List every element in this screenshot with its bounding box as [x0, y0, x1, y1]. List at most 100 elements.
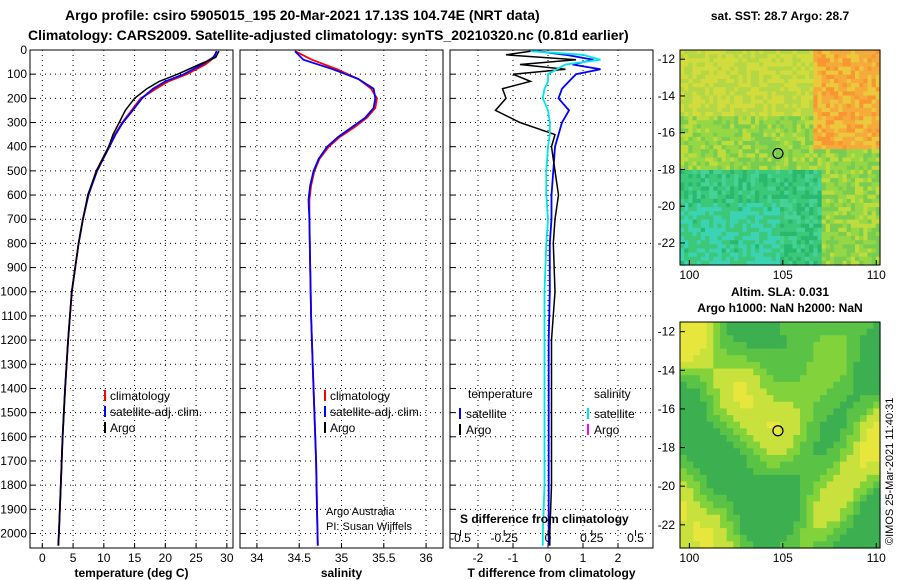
map-cell	[771, 198, 777, 204]
map-cell	[813, 541, 821, 549]
map-cell	[684, 107, 689, 113]
map-cell	[767, 140, 773, 146]
x-tick-label: 5	[70, 551, 77, 565]
map-cell	[820, 428, 828, 436]
map-cell	[820, 322, 828, 330]
map-cell	[717, 99, 723, 105]
map-cell	[680, 514, 688, 523]
map-cell	[784, 70, 789, 76]
map-cell	[805, 169, 810, 175]
map-cell	[680, 368, 688, 376]
legend-label: Argo	[330, 421, 356, 435]
map-cell	[746, 132, 752, 138]
map-cell	[709, 66, 714, 72]
map-cell	[846, 468, 854, 476]
map-cell	[705, 58, 710, 63]
map-cell	[780, 50, 785, 55]
map-cell	[709, 161, 714, 167]
map-cell	[740, 368, 748, 376]
map-cell	[713, 348, 721, 356]
map-cell	[850, 211, 856, 216]
map-cell	[788, 50, 794, 55]
map-cell	[867, 169, 873, 175]
map-cell	[686, 415, 694, 423]
map-cell	[796, 157, 802, 163]
map-cell	[817, 240, 823, 245]
map-cell	[730, 145, 735, 150]
map-cell	[730, 231, 735, 237]
map-cell	[730, 207, 735, 212]
map-cell	[740, 474, 748, 483]
map-cell	[746, 99, 752, 105]
map-cell	[805, 194, 810, 200]
map-cell	[680, 501, 688, 509]
map-cell	[846, 103, 852, 109]
map-cell	[838, 215, 844, 221]
map-cell	[786, 541, 794, 549]
map-cell	[706, 355, 714, 363]
map-cell	[700, 211, 706, 216]
map-cell	[805, 174, 810, 179]
map-cell	[809, 236, 814, 241]
map-cell	[800, 169, 806, 175]
map-cell	[784, 83, 789, 88]
map-cell	[788, 194, 794, 200]
map-cell	[834, 248, 839, 254]
map-cell	[805, 120, 810, 126]
map-cell	[792, 186, 798, 192]
map-cell	[734, 236, 739, 241]
map-cell	[746, 165, 752, 171]
map-cell	[830, 145, 835, 150]
map-cell	[830, 87, 835, 92]
map-cell	[686, 488, 694, 496]
map-cell	[842, 227, 848, 233]
map-cell	[788, 103, 794, 109]
map-cell	[767, 227, 773, 233]
map-cell	[853, 361, 861, 370]
map-cell	[867, 87, 873, 92]
map-cell	[853, 388, 861, 396]
map-cell	[813, 448, 821, 456]
map-cell	[686, 534, 694, 542]
map-cell	[746, 219, 752, 225]
map-cell	[692, 223, 698, 229]
map-cell	[833, 328, 841, 336]
map-cell	[734, 157, 739, 163]
map-cell	[859, 215, 864, 221]
map-cell	[738, 54, 744, 59]
map-cell	[775, 149, 781, 154]
map-cell	[763, 87, 769, 92]
map-cell	[855, 107, 860, 113]
map-cell	[780, 136, 785, 142]
map-cell	[688, 140, 694, 146]
map-cell	[867, 231, 873, 237]
map-cell	[833, 508, 841, 516]
map-cell	[753, 461, 761, 469]
map-cell	[825, 260, 831, 266]
map-cell	[686, 521, 694, 529]
map-cell	[734, 174, 739, 179]
map-cell	[746, 116, 752, 121]
map-cell	[859, 211, 864, 216]
map-cell	[793, 474, 801, 483]
map-cell	[726, 368, 734, 376]
map-cell	[813, 219, 819, 225]
map-cell	[696, 256, 702, 262]
x-tick-label: 20	[159, 551, 173, 565]
map-cell	[863, 78, 869, 84]
map-cell	[706, 514, 714, 523]
map-cell	[853, 514, 861, 523]
map-cell	[813, 421, 821, 429]
map-cell	[771, 99, 777, 105]
map-cell	[820, 395, 828, 403]
map-cell	[773, 461, 781, 469]
map-cell	[817, 182, 823, 188]
map-cell	[773, 541, 781, 549]
map-cell	[717, 182, 723, 188]
map-cell	[846, 140, 852, 146]
map-cell	[792, 140, 798, 146]
map-cell	[871, 190, 877, 196]
map-cell	[725, 231, 731, 237]
map-cell	[853, 322, 861, 330]
map-cell	[713, 70, 719, 76]
